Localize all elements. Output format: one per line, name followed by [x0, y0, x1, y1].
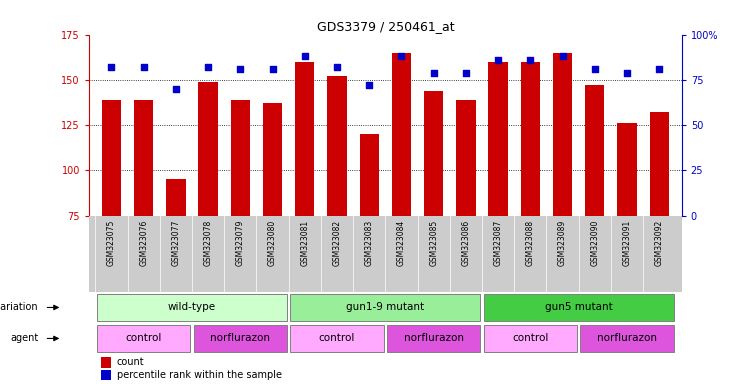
- Text: gun5 mutant: gun5 mutant: [545, 303, 613, 313]
- Text: agent: agent: [10, 333, 39, 343]
- Point: [525, 57, 536, 63]
- Bar: [199, 82, 218, 216]
- Text: wild-type: wild-type: [168, 303, 216, 313]
- Point: [654, 66, 665, 72]
- Text: norflurazon: norflurazon: [597, 333, 657, 343]
- FancyBboxPatch shape: [97, 324, 190, 353]
- Text: norflurazon: norflurazon: [210, 333, 270, 343]
- Text: percentile rank within the sample: percentile rank within the sample: [117, 371, 282, 381]
- Bar: [134, 100, 153, 216]
- Text: GSM323085: GSM323085: [429, 220, 438, 266]
- Bar: [617, 123, 637, 216]
- Point: [621, 70, 633, 76]
- Bar: [230, 100, 250, 216]
- Bar: [328, 76, 347, 216]
- Point: [138, 64, 150, 70]
- Point: [492, 57, 504, 63]
- Text: control: control: [125, 333, 162, 343]
- FancyBboxPatch shape: [484, 324, 577, 353]
- Bar: [424, 91, 443, 216]
- Text: GSM323089: GSM323089: [558, 220, 567, 266]
- Point: [202, 64, 214, 70]
- Point: [299, 53, 310, 60]
- FancyBboxPatch shape: [97, 293, 287, 321]
- Point: [331, 64, 343, 70]
- Bar: [488, 62, 508, 216]
- Text: norflurazon: norflurazon: [404, 333, 464, 343]
- Text: GSM323075: GSM323075: [107, 220, 116, 266]
- Bar: [650, 113, 669, 216]
- Bar: [102, 100, 121, 216]
- Bar: [392, 53, 411, 216]
- Point: [105, 64, 117, 70]
- FancyBboxPatch shape: [580, 324, 674, 353]
- Text: GSM323081: GSM323081: [300, 220, 309, 266]
- Point: [589, 66, 601, 72]
- Point: [363, 82, 375, 88]
- Text: GSM323082: GSM323082: [333, 220, 342, 266]
- Text: GSM323079: GSM323079: [236, 220, 245, 266]
- Text: GSM323076: GSM323076: [139, 220, 148, 266]
- Text: GSM323078: GSM323078: [204, 220, 213, 266]
- Bar: [166, 179, 185, 216]
- Text: GSM323086: GSM323086: [462, 220, 471, 266]
- Text: GSM323092: GSM323092: [654, 220, 664, 266]
- Point: [170, 86, 182, 92]
- Text: GSM323090: GSM323090: [591, 220, 599, 266]
- Text: GSM323077: GSM323077: [171, 220, 180, 266]
- Text: GSM323087: GSM323087: [494, 220, 502, 266]
- Text: GSM323088: GSM323088: [526, 220, 535, 266]
- FancyBboxPatch shape: [193, 324, 287, 353]
- Point: [428, 70, 439, 76]
- Bar: [295, 62, 314, 216]
- Bar: [101, 357, 111, 368]
- FancyBboxPatch shape: [290, 293, 480, 321]
- Point: [556, 53, 568, 60]
- Text: gun1-9 mutant: gun1-9 mutant: [346, 303, 425, 313]
- FancyBboxPatch shape: [290, 324, 384, 353]
- FancyBboxPatch shape: [387, 324, 480, 353]
- Point: [234, 66, 246, 72]
- Text: GSM323084: GSM323084: [397, 220, 406, 266]
- Bar: [263, 103, 282, 216]
- Text: GSM323083: GSM323083: [365, 220, 373, 266]
- FancyBboxPatch shape: [484, 293, 674, 321]
- Bar: [585, 85, 605, 216]
- Bar: [359, 134, 379, 216]
- Bar: [456, 100, 476, 216]
- Point: [267, 66, 279, 72]
- Point: [460, 70, 472, 76]
- Bar: [521, 62, 540, 216]
- Title: GDS3379 / 250461_at: GDS3379 / 250461_at: [316, 20, 454, 33]
- Text: genotype/variation: genotype/variation: [0, 303, 39, 313]
- Text: GSM323091: GSM323091: [622, 220, 631, 266]
- Bar: [553, 53, 572, 216]
- Text: control: control: [512, 333, 548, 343]
- Text: count: count: [117, 358, 144, 367]
- Text: control: control: [319, 333, 355, 343]
- Point: [396, 53, 408, 60]
- Bar: [101, 370, 111, 380]
- Text: GSM323080: GSM323080: [268, 220, 277, 266]
